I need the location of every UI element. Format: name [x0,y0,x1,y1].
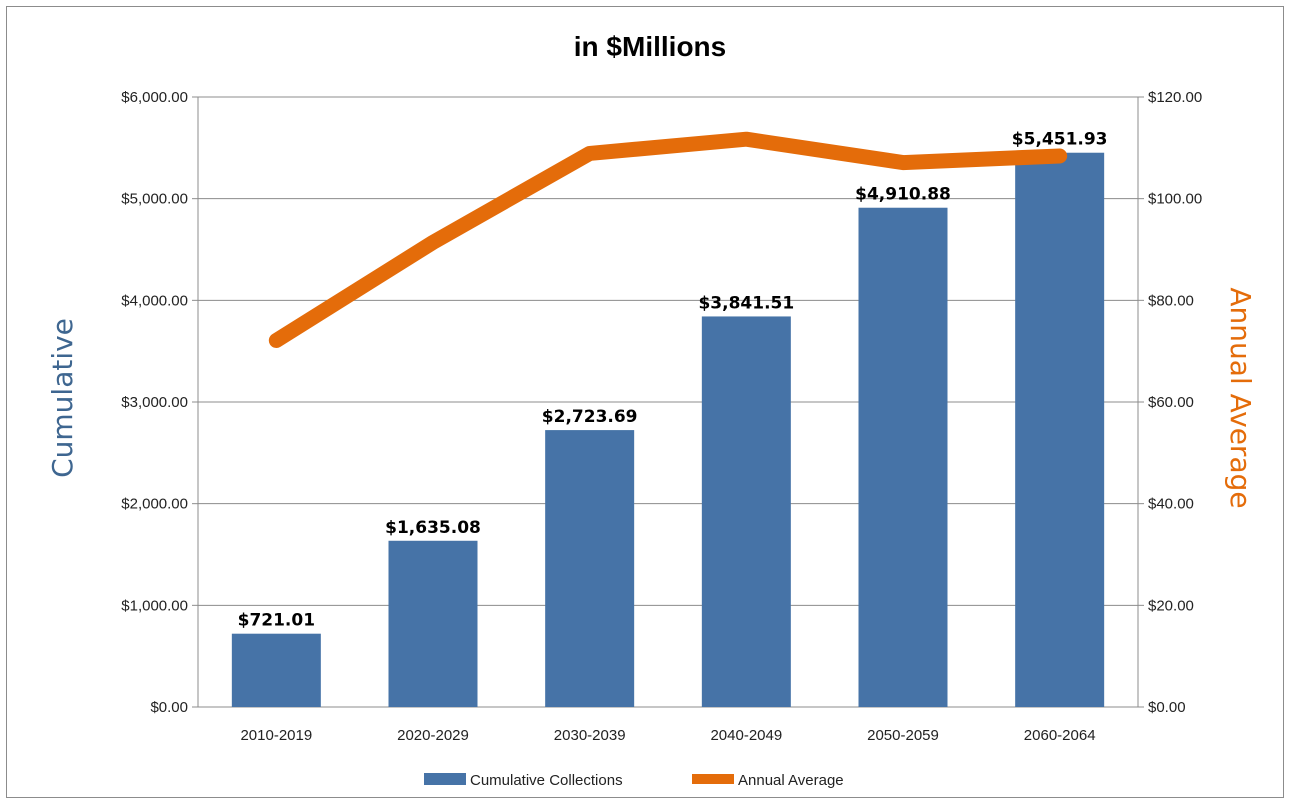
bar [1015,152,1105,707]
x-tick-label: 2030-2039 [554,727,626,744]
legend: Cumulative Collections Annual Average [424,772,844,789]
x-axis-ticks: 2010-2019 2020-2029 2030-2039 2040-2049 2050… [240,727,1095,744]
right-axis-title: Annual Average [1224,287,1257,508]
legend-line-label: Annual Average [738,772,844,789]
x-tick-label: 2020-2029 [397,727,469,744]
right-tick-label: $80.00 [1148,292,1194,309]
left-tick-label: $5,000.00 [121,191,188,208]
bar-data-label: $1,635.08 [385,518,481,538]
bar-series [231,152,1105,707]
left-tick-label: $6,000.00 [121,89,188,106]
right-axis-ticks: $0.00 $20.00 $40.00 $60.00 $80.00 $100.00 $120… [1148,89,1202,716]
x-tick-label: 2050-2059 [867,727,939,744]
bar-data-label: $721.01 [238,611,315,631]
legend-bar-label: Cumulative Collections [470,772,623,789]
left-tick-label: $4,000.00 [121,292,188,309]
left-tick-label: $3,000.00 [121,394,188,411]
chart-title: in $Millions [574,31,726,62]
legend-bar-swatch [424,773,466,785]
right-tick-label: $40.00 [1148,496,1194,513]
right-tick-label: $60.00 [1148,394,1194,411]
x-tick-label: 2060-2064 [1024,727,1096,744]
gridlines [192,96,1144,708]
bar-data-label: $2,723.69 [542,407,638,427]
right-tick-label: $100.00 [1148,191,1202,208]
bar-data-label: $5,451.93 [1012,130,1108,150]
left-tick-label: $1,000.00 [121,597,188,614]
left-axis-ticks: $0.00 $1,000.00 $2,000.00 $3,000.00 $4,000.0… [121,89,188,716]
bar [858,207,948,707]
bar [701,316,791,707]
data-labels: $721.01 $1,635.08 $2,723.69 $3,841.51 $4,910… [238,130,1108,631]
right-tick-label: $0.00 [1148,699,1186,716]
bar-data-label: $4,910.88 [855,185,951,205]
bar [231,633,321,707]
x-tick-label: 2010-2019 [240,727,312,744]
bar [388,540,478,707]
right-tick-label: $20.00 [1148,597,1194,614]
bar [545,430,635,707]
left-tick-label: $2,000.00 [121,496,188,513]
right-tick-label: $120.00 [1148,89,1202,106]
annual-average-line [268,131,1068,348]
line-series [268,131,1068,348]
x-tick-label: 2040-2049 [710,727,782,744]
left-tick-label: $0.00 [150,699,188,716]
bar-data-label: $3,841.51 [698,293,794,313]
left-axis-title: Cumulative [46,318,79,478]
legend-line-swatch [692,774,734,784]
